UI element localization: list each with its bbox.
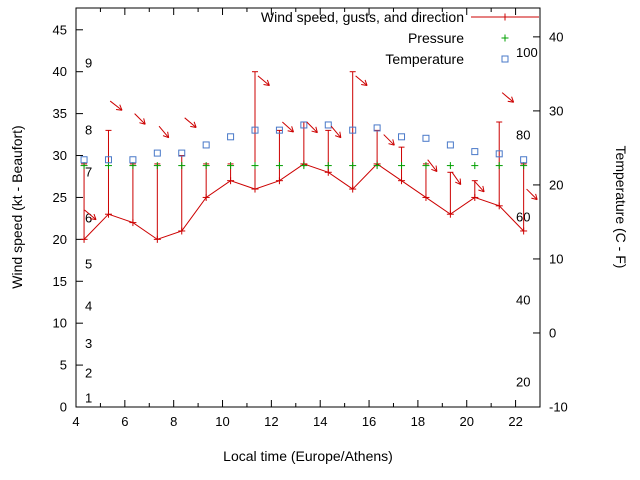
tick-label: 20 — [53, 232, 67, 247]
tick-label: 35 — [53, 106, 67, 121]
plot-border — [75, 7, 541, 408]
tick-label: -10 — [549, 400, 568, 415]
legend-item-temperature: Temperature — [261, 48, 540, 69]
tick-label: 4 — [85, 298, 92, 313]
tick-label: 3 — [85, 336, 92, 351]
tick-label: 40 — [549, 29, 563, 44]
tick-label: 20 — [516, 375, 530, 390]
tick-label: 1 — [85, 391, 92, 406]
temperature-markers — [80, 121, 528, 164]
pressure-legend-sample-icon — [501, 34, 509, 41]
tick-label: 6 — [85, 210, 92, 225]
legend-item-pressure: Pressure — [261, 27, 540, 48]
wind-legend-sample-icon — [471, 13, 539, 20]
tick-label: 80 — [516, 127, 530, 142]
x-axis-title: Local time (Europe/Athens) — [223, 448, 393, 464]
right-axis-title: Temperature (C - F) — [613, 145, 629, 269]
tick-label: 5 — [60, 358, 67, 373]
tick-label: 40 — [53, 64, 67, 79]
tick-label: 4 — [72, 414, 79, 429]
tick-label: 18 — [411, 414, 425, 429]
x-axis-ticks: 4 6 8 10 12 14 16 18 20 22 — [72, 8, 523, 429]
gust-error-bars — [81, 71, 527, 240]
tick-label: 6 — [121, 414, 128, 429]
tick-label: 15 — [53, 274, 67, 289]
beaufort-scale-labels: 1 2 3 4 5 6 7 8 9 — [85, 55, 92, 405]
tick-label: 7 — [85, 164, 92, 179]
right-axis-ticks: -10 0 10 20 30 40 — [533, 29, 568, 415]
tick-label: 14 — [313, 414, 327, 429]
tick-label: 10 — [215, 414, 229, 429]
tick-label: 40 — [516, 292, 530, 307]
tick-label: 12 — [264, 414, 278, 429]
pressure-markers — [80, 162, 528, 170]
tick-label: 25 — [53, 190, 67, 205]
tick-label: 22 — [508, 414, 522, 429]
tick-label: 10 — [53, 316, 67, 331]
tick-label: 5 — [85, 257, 92, 272]
wind-direction-arrows — [84, 75, 538, 221]
tick-label: 30 — [549, 103, 563, 118]
left-axis-ticks: 0 5 10 15 20 25 30 35 40 45 — [53, 22, 83, 415]
legend: Wind speed, gusts, and direction Pressur… — [261, 6, 540, 69]
tick-label: 9 — [85, 55, 92, 70]
tick-label: 30 — [53, 148, 67, 163]
legend-label-temperature: Temperature — [385, 50, 464, 67]
tick-label: 2 — [85, 365, 92, 380]
tick-label: 45 — [53, 22, 67, 37]
tick-label: 16 — [362, 414, 376, 429]
tick-label: 8 — [85, 122, 92, 137]
tick-label: 20 — [460, 414, 474, 429]
tick-label: 0 — [60, 400, 67, 415]
legend-label-wind: Wind speed, gusts, and direction — [260, 8, 464, 25]
tick-label: 8 — [170, 414, 177, 429]
tick-label: 0 — [549, 325, 556, 340]
left-axis-title: Wind speed (kt - Beaufort) — [9, 125, 25, 289]
legend-label-pressure: Pressure — [407, 29, 464, 46]
temperature-legend-sample-icon — [501, 55, 509, 62]
tick-label: 20 — [549, 177, 563, 192]
tick-label: 10 — [549, 251, 563, 266]
wind-speed-line — [80, 160, 528, 243]
legend-item-wind: Wind speed, gusts, and direction — [261, 6, 540, 27]
tick-label: 100 — [516, 45, 538, 60]
